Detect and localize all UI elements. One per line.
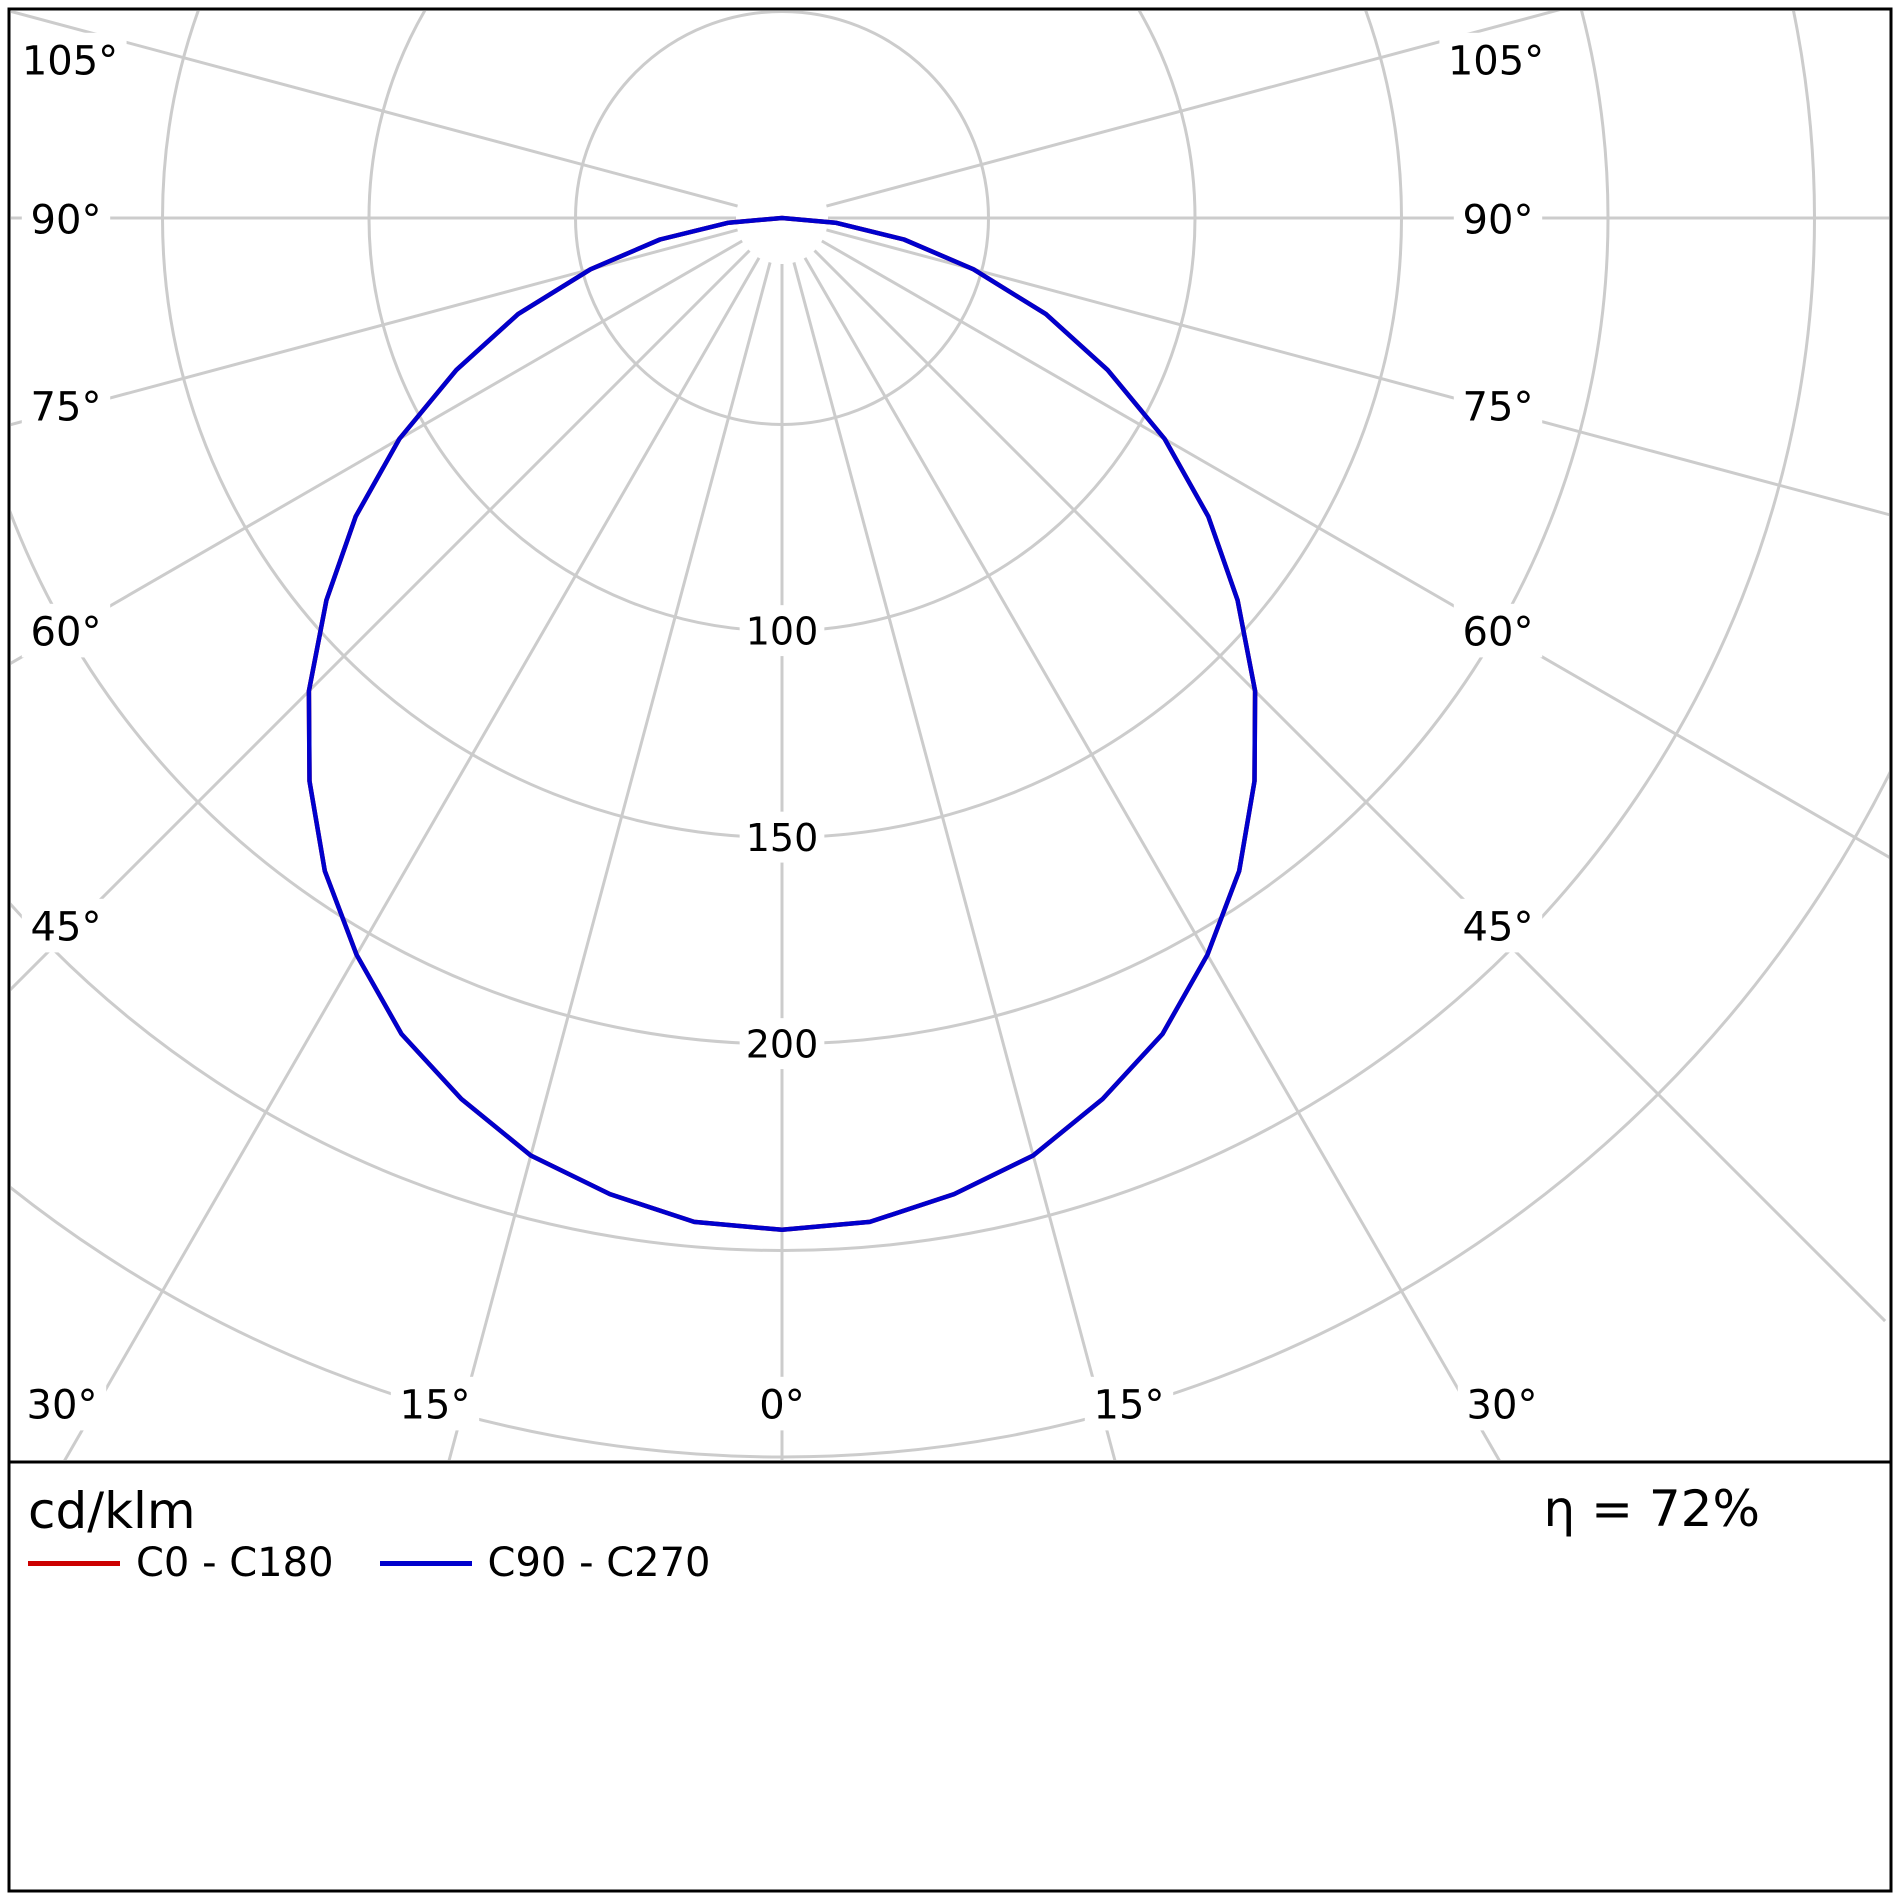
efficiency-value: η = 72%	[1543, 1480, 1760, 1538]
angle-tick-label: 60°	[31, 609, 102, 655]
curve-c90-c270	[306, 215, 1258, 1233]
polar-grid-ray	[447, 262, 772, 1460]
polar-grid-ray	[11, 249, 751, 992]
angle-tick-label-mask	[13, 32, 127, 87]
distribution-curves	[306, 215, 1258, 1233]
legend-item-c0-c180: C0 - C180	[28, 1540, 334, 1586]
angle-tick-label: 45°	[1463, 904, 1534, 950]
angle-tick-label: 75°	[1463, 384, 1534, 430]
angle-tick-label-mask	[750, 1376, 814, 1431]
angle-tick-label-mask	[1453, 603, 1543, 658]
radius-tick-label: 150	[746, 816, 819, 860]
legend-label-c90-c270: C90 - C270	[487, 1540, 711, 1586]
angle-tick-label: 60°	[1463, 609, 1534, 655]
radius-tick-label-mask	[739, 605, 825, 657]
legend-line-c0-c180-icon	[28, 1560, 120, 1566]
radius-tick-label-mask	[739, 811, 825, 863]
polar-grid-ray	[813, 249, 1887, 1323]
polar-grid-ray	[11, 228, 738, 427]
angle-tick-label: 45°	[31, 904, 102, 950]
angle-tick-label: 90°	[31, 197, 102, 243]
polar-grid-ray	[826, 11, 1561, 208]
angle-tick-label-mask	[21, 603, 111, 658]
angle-tick-label-mask	[1457, 1376, 1547, 1431]
angle-tick-label: 30°	[1467, 1382, 1538, 1428]
legend-line-c90-c270-icon	[379, 1560, 472, 1566]
polar-grid-ray	[826, 228, 1889, 517]
radius-tick-label-mask	[739, 1018, 825, 1070]
angle-tick-label: 105°	[22, 38, 118, 84]
radius-tick-label: 200	[746, 1023, 819, 1067]
angle-tick-label-mask	[1453, 898, 1543, 953]
radius-tick-label: 100	[746, 610, 819, 654]
polar-grid-circle	[574, 11, 990, 426]
angle-tick-label-mask	[1084, 1376, 1174, 1431]
angle-tick-label-mask	[21, 191, 111, 246]
polar-grid-ray	[792, 262, 1117, 1460]
legend-label-c0-c180: C0 - C180	[136, 1540, 334, 1586]
polar-grid-ray	[821, 239, 1889, 859]
polar-grid-ray	[11, 11, 738, 208]
outer-frame	[7, 7, 1893, 1893]
angle-tick-label: 90°	[1463, 197, 1534, 243]
angle-tick-label: 30°	[27, 1382, 98, 1428]
polar-grid-circle	[11, 11, 1816, 1252]
angle-tick-label: 15°	[1094, 1382, 1165, 1428]
polar-tick-labels: 100 150 200 0° 15° 15° 30° 30° 45° 45° 60° 60° 75° 75…	[13, 32, 1553, 1431]
polar-grid-ray	[63, 257, 761, 1460]
legend: C0 - C180 C90 - C270	[28, 1540, 711, 1586]
polar-grid-ray	[11, 239, 743, 665]
polar-grid-circle	[11, 770, 1889, 1459]
angle-tick-label-mask	[1453, 191, 1543, 246]
angle-tick-label: 0°	[759, 1382, 804, 1428]
angle-tick-label-mask	[1453, 378, 1543, 433]
angle-tick-label-mask	[17, 1376, 107, 1431]
angle-tick-label: 15°	[400, 1382, 471, 1428]
angle-tick-label-mask	[390, 1376, 480, 1431]
angle-tick-label-mask	[21, 378, 111, 433]
legend-item-c90-c270: C90 - C270	[379, 1540, 711, 1586]
angle-tick-label: 105°	[1448, 38, 1544, 84]
polar-grid-ray	[803, 257, 1501, 1460]
angle-tick-label-mask	[1439, 32, 1553, 87]
unit-label: cd/klm	[28, 1482, 196, 1540]
angle-tick-label: 75°	[31, 384, 102, 430]
angle-tick-label-mask	[21, 898, 111, 953]
